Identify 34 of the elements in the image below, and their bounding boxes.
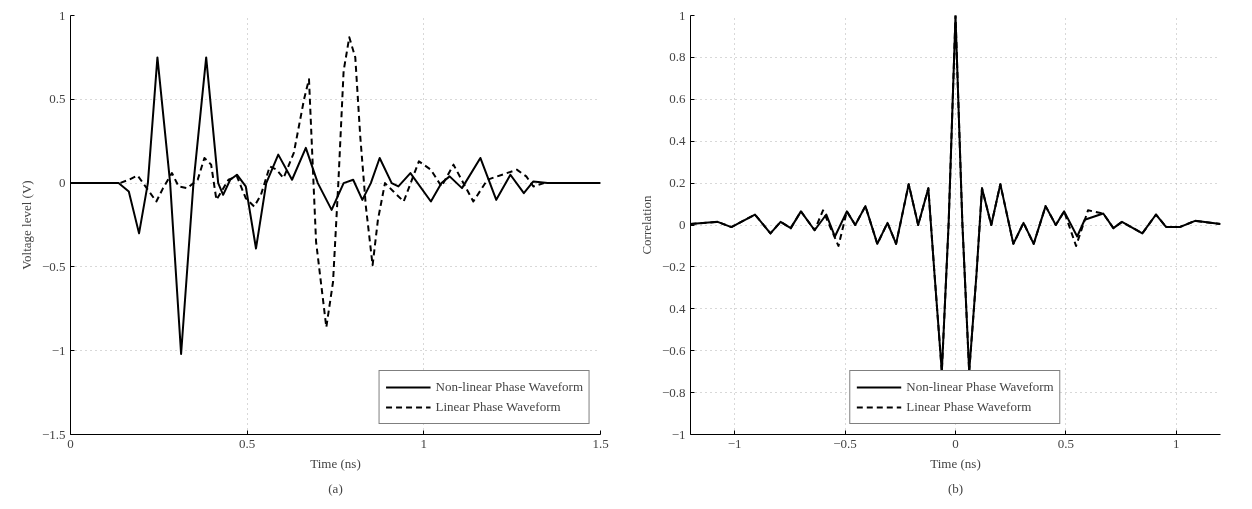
y-tick-label: −0.6 xyxy=(661,342,686,358)
y-tick-label: −0.2 xyxy=(661,258,686,274)
x-axis-title: Time (ns) xyxy=(310,455,361,471)
x-axis-title: Time (ns) xyxy=(930,455,981,471)
legend-label: Linear Phase Waveform xyxy=(435,399,561,415)
y-tick-label: 0.4 xyxy=(669,133,686,149)
y-tick-label: −0.8 xyxy=(661,384,686,400)
y-tick-label: 0.8 xyxy=(669,49,686,65)
y-tick-label: −0.5 xyxy=(41,258,66,274)
y-tick-label: 1 xyxy=(679,7,686,23)
x-tick-label: 0 xyxy=(952,435,959,451)
text: (b) xyxy=(947,480,964,496)
y-axis-title: Correlation xyxy=(638,194,654,255)
y-tick-label: 0.5 xyxy=(49,91,66,107)
x-tick-label: 1 xyxy=(420,435,428,451)
x-tick-label: 0.5 xyxy=(1057,435,1075,451)
y-axis-title: Voltage level (V) xyxy=(18,180,34,270)
text: (a) xyxy=(328,480,343,496)
legend-label: Non-linear Phase Waveform xyxy=(435,379,583,395)
y-tick-label: −1.5 xyxy=(41,426,66,442)
x-tick-label: 0.5 xyxy=(239,435,256,451)
y-tick-label: 0 xyxy=(59,175,66,191)
x-tick-label: 1 xyxy=(1173,435,1180,451)
y-tick-label: 0.4 xyxy=(669,300,686,316)
x-tick-label: 1.5 xyxy=(592,435,609,451)
x-tick-label: −1 xyxy=(727,435,742,451)
y-tick-label: 0 xyxy=(679,217,686,232)
y-tick-label: −1 xyxy=(51,342,66,358)
y-tick-label: 1 xyxy=(59,7,66,23)
legend-label: Linear Phase Waveform xyxy=(906,399,1032,415)
legend-label: Non-linear Phase Waveform xyxy=(906,379,1054,395)
y-tick-label: 0.2 xyxy=(669,175,686,191)
y-tick-label: 0.6 xyxy=(669,91,686,107)
x-tick-label: −0.5 xyxy=(833,435,857,451)
